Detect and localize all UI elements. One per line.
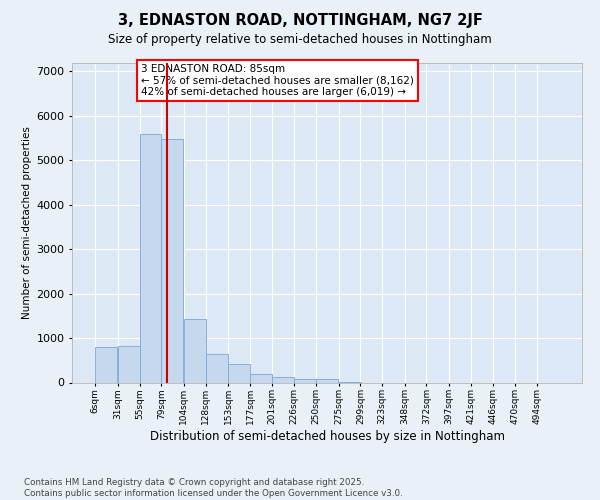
Bar — [206, 354, 227, 382]
Bar — [272, 378, 293, 382]
Text: Contains HM Land Registry data © Crown copyright and database right 2025.
Contai: Contains HM Land Registry data © Crown c… — [24, 478, 403, 498]
Y-axis label: Number of semi-detached properties: Number of semi-detached properties — [22, 126, 32, 319]
Text: 3 EDNASTON ROAD: 85sqm
← 57% of semi-detached houses are smaller (8,162)
42% of : 3 EDNASTON ROAD: 85sqm ← 57% of semi-det… — [141, 64, 414, 98]
Bar — [161, 139, 183, 382]
Bar — [118, 346, 140, 383]
Bar — [228, 364, 250, 382]
Bar — [316, 380, 338, 382]
Bar — [250, 374, 272, 382]
X-axis label: Distribution of semi-detached houses by size in Nottingham: Distribution of semi-detached houses by … — [149, 430, 505, 443]
Bar — [295, 378, 316, 382]
Bar — [140, 134, 161, 382]
Bar — [95, 347, 117, 382]
Bar — [184, 319, 206, 382]
Text: Size of property relative to semi-detached houses in Nottingham: Size of property relative to semi-detach… — [108, 32, 492, 46]
Text: 3, EDNASTON ROAD, NOTTINGHAM, NG7 2JF: 3, EDNASTON ROAD, NOTTINGHAM, NG7 2JF — [118, 12, 482, 28]
